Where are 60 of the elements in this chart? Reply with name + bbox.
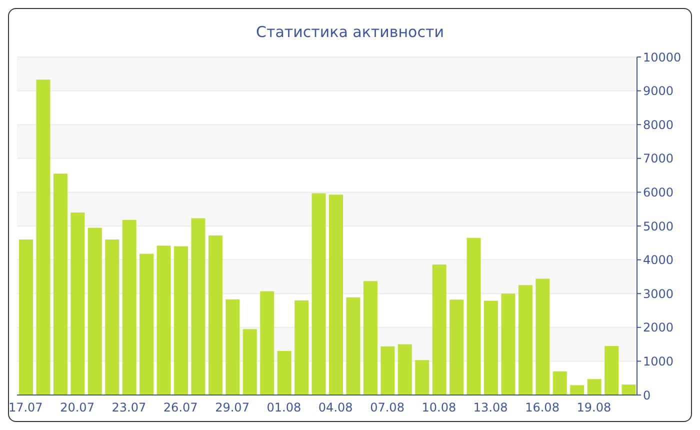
bar	[398, 344, 412, 395]
bar	[587, 379, 602, 395]
bar	[604, 346, 619, 395]
bar	[277, 351, 292, 395]
y-tick-label: 6000	[643, 185, 674, 200]
bar	[518, 285, 532, 395]
bar	[36, 80, 50, 395]
bar	[346, 297, 360, 395]
x-tick-label: 10.08	[422, 400, 456, 415]
bar	[226, 299, 240, 395]
y-tick-label: 3000	[643, 286, 674, 301]
bar	[242, 329, 257, 395]
y-tick-label: 9000	[643, 84, 674, 98]
bar	[294, 300, 309, 395]
bar	[329, 194, 343, 395]
bar	[208, 235, 222, 395]
bar	[622, 384, 636, 395]
bar	[53, 174, 68, 395]
bar	[105, 240, 120, 395]
bar	[88, 228, 102, 395]
bar	[415, 360, 430, 395]
x-tick-label: 04.08	[318, 400, 353, 415]
bar	[484, 300, 498, 395]
bar	[140, 254, 154, 395]
bar	[191, 218, 206, 395]
bar	[70, 212, 85, 395]
bar	[536, 278, 550, 395]
x-tick-label: 17.07	[8, 400, 43, 415]
bar	[450, 300, 464, 395]
x-tick-label: 16.08	[525, 400, 560, 415]
chart-title: Статистика активности	[255, 23, 445, 41]
bar	[156, 246, 171, 395]
bar	[432, 264, 446, 395]
x-tick-label: 23.07	[112, 400, 146, 415]
bar	[122, 220, 136, 395]
y-tick-label: 7000	[643, 152, 674, 166]
x-tick-label: 07.08	[370, 400, 404, 415]
bar	[174, 246, 188, 395]
y-tick-label: 8000	[643, 118, 674, 132]
y-tick-label: 4000	[643, 253, 674, 268]
bar	[380, 346, 395, 395]
bar	[260, 291, 274, 395]
bar	[501, 294, 516, 395]
bar	[19, 240, 33, 395]
x-tick-label: 29.07	[215, 400, 250, 415]
bar	[466, 238, 481, 395]
y-tick-label: 0	[643, 388, 651, 402]
y-tick-label: 2000	[643, 320, 674, 335]
y-tick-label: 1000	[643, 354, 674, 368]
x-tick-label: 13.08	[473, 400, 508, 415]
bar	[312, 193, 326, 395]
x-tick-label: 01.08	[266, 400, 302, 415]
y-tick-label: 5000	[643, 219, 674, 234]
x-tick-label: 26.07	[163, 400, 198, 415]
bar	[363, 281, 378, 395]
x-tick-label: 19.08	[576, 400, 612, 415]
y-tick-label: 10000	[643, 50, 682, 64]
bar	[570, 385, 584, 395]
x-tick-label: 20.07	[60, 400, 94, 415]
bar	[552, 371, 567, 395]
